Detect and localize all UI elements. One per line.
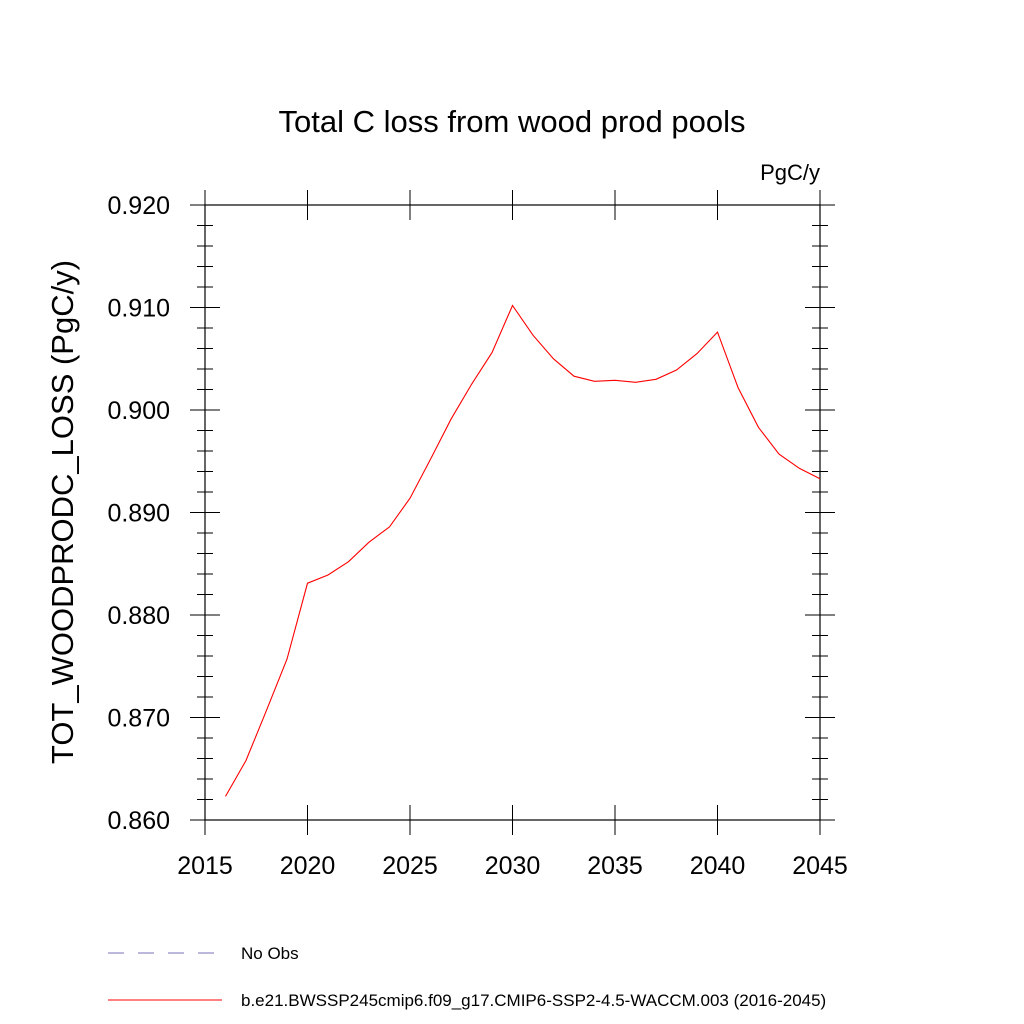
- y-tick-label: 0.860: [107, 807, 170, 835]
- chart-title: Total C loss from wood prod pools: [279, 104, 746, 139]
- plot-frame: [204, 204, 821, 821]
- x-tick-label: 2040: [690, 852, 746, 880]
- series-line: [225, 304, 821, 797]
- legend-label-no-obs: No Obs: [241, 944, 299, 963]
- axis-ticks: [190, 190, 835, 835]
- y-tick-label: 0.900: [107, 397, 170, 425]
- units-label: PgC/y: [760, 160, 820, 185]
- y-tick-label: 0.870: [107, 705, 170, 733]
- y-tick-label: 0.910: [107, 295, 170, 323]
- x-tick-label: 2035: [587, 852, 643, 880]
- x-tick-label: 2025: [382, 852, 438, 880]
- x-tick-label: 2020: [280, 852, 336, 880]
- series-lines: [225, 304, 821, 797]
- y-axis-label: TOT_WOODPRODC_LOSS (PgC/y): [45, 260, 80, 764]
- y-tick-label: 0.880: [107, 602, 170, 630]
- legend-label-model-run: b.e21.BWSSP245cmip6.f09_g17.CMIP6-SSP2-4…: [241, 991, 826, 1010]
- y-tick-labels: 0.860 0.870 0.880 0.890 0.900 0.910 0.920: [107, 192, 170, 835]
- x-tick-labels: 2015 2020 2025 2030 2035 2040 2045: [177, 852, 848, 880]
- legend: No Obs b.e21.BWSSP245cmip6.f09_g17.CMIP6…: [108, 944, 826, 1010]
- y-tick-label: 0.890: [107, 500, 170, 528]
- x-tick-label: 2030: [485, 852, 541, 880]
- x-tick-label: 2015: [177, 852, 233, 880]
- y-tick-label: 0.920: [107, 192, 170, 220]
- x-tick-label: 2045: [792, 852, 848, 880]
